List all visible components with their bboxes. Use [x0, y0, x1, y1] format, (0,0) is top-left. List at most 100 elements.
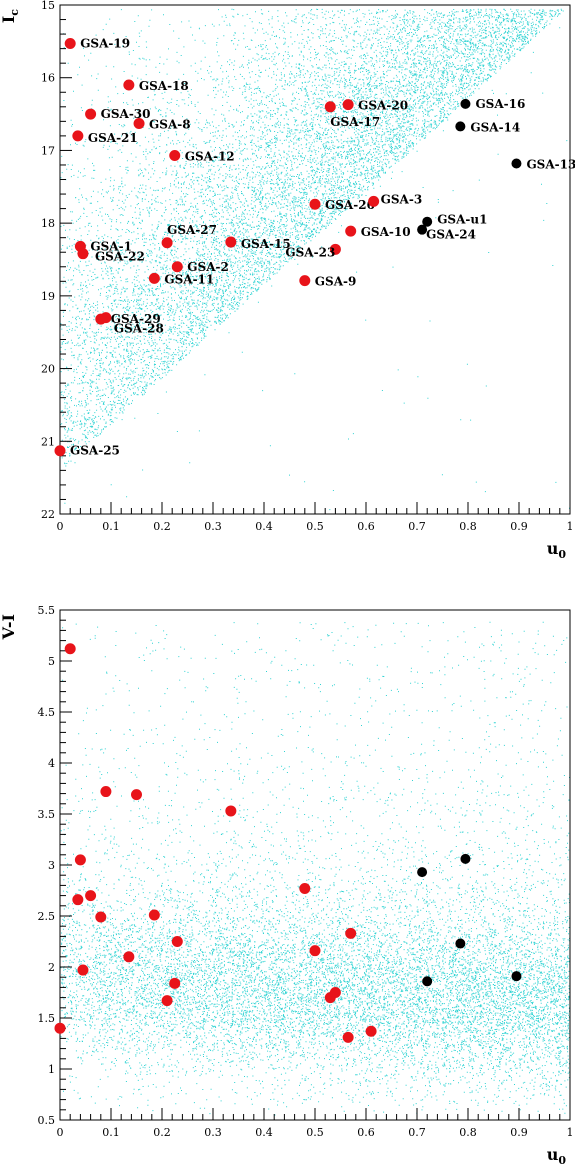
black-event-point	[417, 867, 428, 878]
red-event-point	[342, 99, 354, 111]
red-event-point	[77, 248, 89, 260]
x-tick-label: 1	[567, 520, 574, 533]
red-event-point	[54, 1022, 66, 1034]
black-event-point	[460, 98, 471, 109]
event-label: GSA-11	[164, 272, 214, 286]
red-event-point	[100, 786, 112, 798]
black-event-point	[422, 216, 433, 227]
black-event-point	[455, 938, 466, 949]
red-event-point	[95, 911, 107, 923]
y-tick-label: 0.5	[38, 1114, 56, 1127]
x-tick-label: 0	[57, 520, 64, 533]
y-tick-label: 1.5	[38, 1012, 56, 1025]
red-event-point	[329, 243, 341, 255]
event-label: GSA-23	[285, 245, 335, 259]
event-label: GSA-20	[358, 99, 408, 113]
red-event-point	[133, 118, 145, 130]
event-label: GSA-21	[88, 131, 138, 145]
event-label: GSA-16	[475, 97, 525, 111]
x-tick-label: 0.7	[408, 520, 426, 533]
red-event-point	[309, 945, 321, 957]
y-tick-label: 18	[41, 217, 55, 230]
x-axis-title-sub: 0	[558, 548, 566, 561]
red-event-point	[225, 236, 237, 248]
event-label: GSA-12	[185, 150, 235, 164]
event-label: GSA-30	[101, 107, 151, 121]
red-event-point	[54, 445, 66, 457]
red-event-point	[131, 789, 142, 801]
y-tick-label: 2.5	[38, 910, 56, 923]
black-event-point	[460, 853, 471, 864]
black-event-point	[455, 121, 466, 132]
y-tick-label: 3.5	[38, 808, 56, 821]
x-tick-label: 0.5	[306, 1126, 324, 1139]
event-label: GSA-8	[149, 118, 191, 132]
x-tick-label: 0	[57, 1126, 64, 1139]
x-tick-label: 0.6	[357, 1126, 375, 1139]
red-event-point	[148, 272, 160, 284]
event-label: GSA-22	[95, 250, 145, 264]
red-event-point	[345, 225, 357, 237]
y-tick-label: 4	[48, 757, 55, 770]
background-star-cloud	[60, 621, 571, 1116]
y-axis-title: V-I	[0, 614, 18, 640]
x-tick-label: 0.7	[408, 1126, 426, 1139]
y-tick-label: 4.5	[38, 706, 56, 719]
event-label: GSA-25	[70, 444, 120, 458]
y-tick-label: 19	[41, 290, 55, 303]
x-tick-label: 0.8	[459, 1126, 477, 1139]
red-event-point	[123, 951, 135, 963]
x-tick-label: 0.4	[255, 1126, 273, 1139]
red-event-point	[72, 894, 84, 906]
event-label: GSA-28	[114, 322, 164, 336]
y-tick-label: 5.5	[38, 604, 56, 617]
red-event-point	[324, 101, 336, 113]
x-tick-label: 1	[567, 1126, 574, 1139]
event-label: GSA-17	[330, 115, 380, 129]
event-label: GSA-18	[139, 79, 189, 93]
ic-vs-u0-panel: 0 0.1 0.2 0.3 0.4 0.5 0.6 0.7 0.8 0.9 1 15 16 17 18 19 2…	[0, 0, 575, 561]
black-event-point	[417, 224, 428, 235]
red-event-point	[148, 909, 160, 921]
x-tick-label: 0.6	[357, 520, 375, 533]
x-axis-title: u0	[547, 1145, 567, 1167]
event-label: GSA-1	[90, 239, 132, 253]
red-event-point	[299, 275, 311, 287]
red-event-point	[64, 643, 76, 655]
event-label: GSA-3	[381, 192, 423, 206]
x-tick-label: 0.5	[306, 520, 324, 533]
y-tick-label: 16	[41, 72, 55, 85]
event-label: GSA-19	[80, 37, 130, 51]
black-event-point	[422, 976, 433, 987]
x-tick-label: 0.2	[153, 520, 171, 533]
red-event-point	[299, 882, 311, 894]
event-label: GSA-29	[111, 312, 161, 326]
red-event-point	[85, 890, 97, 902]
red-event-point	[74, 854, 86, 866]
event-label: GSA-14	[470, 120, 520, 134]
y-tick-label: 1	[48, 1063, 55, 1076]
red-event-point	[85, 108, 97, 120]
red-event-point	[169, 977, 181, 989]
red-event-point	[161, 995, 173, 1007]
red-event-point	[368, 195, 380, 207]
event-label: GSA-13	[526, 158, 575, 172]
x-tick-label: 0.8	[459, 520, 477, 533]
black-event-point	[511, 971, 522, 982]
red-event-point	[77, 964, 89, 976]
black-event-point	[511, 158, 522, 169]
red-event-point	[171, 261, 183, 273]
red-event-point	[72, 130, 84, 142]
y-tick-label: 17	[41, 144, 55, 157]
y-axis-title-sub: c	[8, 9, 21, 16]
event-label: GSA-2	[187, 260, 229, 274]
red-event-point	[329, 987, 341, 998]
red-event-point	[64, 38, 76, 50]
red-event-point	[345, 927, 357, 939]
x-tick-label: 0.3	[204, 1126, 222, 1139]
red-event-point	[365, 1025, 377, 1037]
y-tick-label: 21	[41, 435, 55, 448]
red-event-point	[123, 79, 135, 91]
x-tick-label: 0.2	[153, 1126, 171, 1139]
